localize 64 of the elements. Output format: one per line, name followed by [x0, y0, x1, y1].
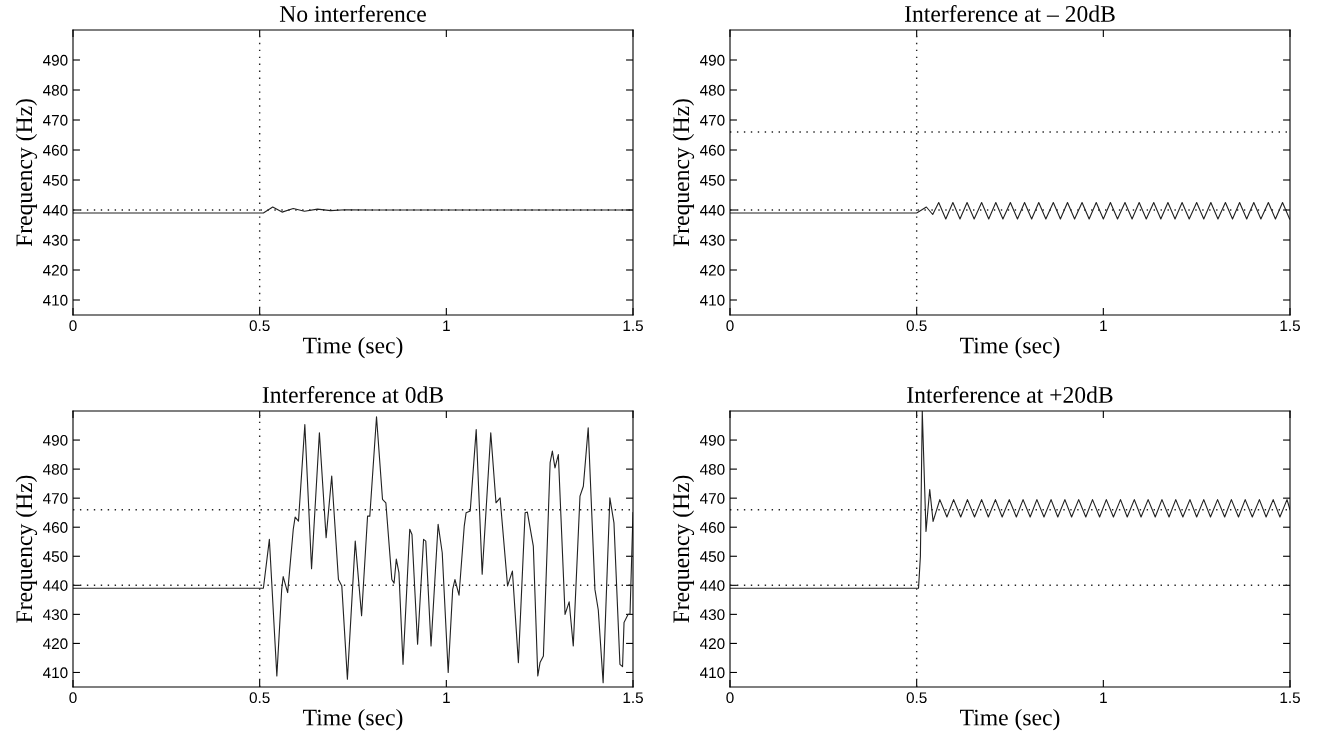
y-tick-label: 470 — [700, 114, 725, 126]
x-tick-label: 0 — [726, 692, 734, 704]
x-tick-label: 0.5 — [906, 320, 927, 332]
y-tick-label: 480 — [43, 84, 68, 96]
y-tick-label: 450 — [43, 174, 68, 186]
y-tick-label: 460 — [700, 144, 725, 156]
y-tick-label: 440 — [43, 580, 68, 591]
y-tick-label: 410 — [43, 294, 68, 306]
y-tick-label: 440 — [43, 204, 68, 216]
x-tick-label: 0.5 — [249, 692, 270, 704]
y-tick-label: 480 — [43, 463, 68, 475]
y-tick-label: 450 — [700, 174, 725, 186]
x-tick-label: 1 — [1100, 692, 1107, 703]
y-tick-label: 430 — [700, 234, 725, 246]
x-axis-title: Time (sec) — [960, 336, 1060, 359]
x-tick-label: 0 — [69, 320, 77, 332]
y-tick-label: 460 — [43, 522, 68, 533]
y-axis-title: Frequency (Hz) — [15, 99, 38, 247]
y-tick-label: 480 — [700, 463, 725, 475]
y-tick-label: 450 — [43, 551, 68, 562]
y-tick-label: 420 — [700, 638, 725, 650]
x-tick-label: 1 — [443, 320, 450, 331]
chart-title: Interference at 0dB — [262, 386, 443, 403]
x-tick-label: 1 — [1100, 320, 1107, 331]
x-tick-label: 1 — [443, 692, 450, 703]
x-tick-label: 1.5 — [1280, 320, 1300, 332]
y-tick-label: 440 — [700, 580, 725, 591]
x-tick-label: 0.5 — [249, 320, 270, 332]
chart-title: Interference at +20dB — [907, 386, 1113, 403]
x-tick-label: 1.5 — [623, 320, 643, 332]
y-tick-label: 470 — [43, 114, 68, 126]
y-tick-label: 490 — [700, 434, 725, 446]
y-tick-label: 460 — [43, 144, 68, 156]
y-tick-label: 490 — [700, 54, 725, 66]
x-axis-title: Time (sec) — [960, 708, 1060, 731]
y-tick-label: 420 — [43, 638, 68, 650]
x-axis-title: Time (sec) — [303, 336, 403, 359]
y-tick-label: 430 — [700, 609, 725, 621]
x-tick-label: 1.5 — [1280, 692, 1300, 704]
x-tick-label: 0 — [69, 692, 77, 704]
x-tick-label: 0.5 — [906, 692, 927, 704]
y-tick-label: 490 — [43, 54, 68, 66]
y-tick-label: 480 — [700, 84, 725, 96]
chart-title: No interference — [279, 5, 426, 22]
y-tick-label: 470 — [43, 493, 68, 504]
y-axis-title: Frequency (Hz) — [672, 475, 695, 623]
y-axis-title: Frequency (Hz) — [15, 475, 38, 623]
y-tick-label: 410 — [43, 667, 68, 679]
y-tick-label: 450 — [700, 551, 725, 562]
x-tick-label: 0 — [726, 320, 734, 332]
y-tick-label: 410 — [700, 294, 725, 306]
y-tick-label: 430 — [43, 609, 68, 621]
y-tick-label: 460 — [700, 522, 725, 533]
y-tick-label: 420 — [700, 264, 725, 276]
x-axis-title: Time (sec) — [303, 708, 403, 731]
y-tick-label: 430 — [43, 234, 68, 246]
y-tick-label: 490 — [43, 434, 68, 446]
y-tick-label: 470 — [700, 493, 725, 504]
x-tick-label: 1.5 — [623, 692, 643, 704]
y-tick-label: 410 — [700, 667, 725, 679]
y-tick-label: 440 — [700, 204, 725, 216]
y-axis-title: Frequency (Hz) — [672, 99, 695, 247]
chart-title: Interference at – 20dB — [904, 5, 1115, 22]
y-tick-label: 420 — [43, 264, 68, 276]
